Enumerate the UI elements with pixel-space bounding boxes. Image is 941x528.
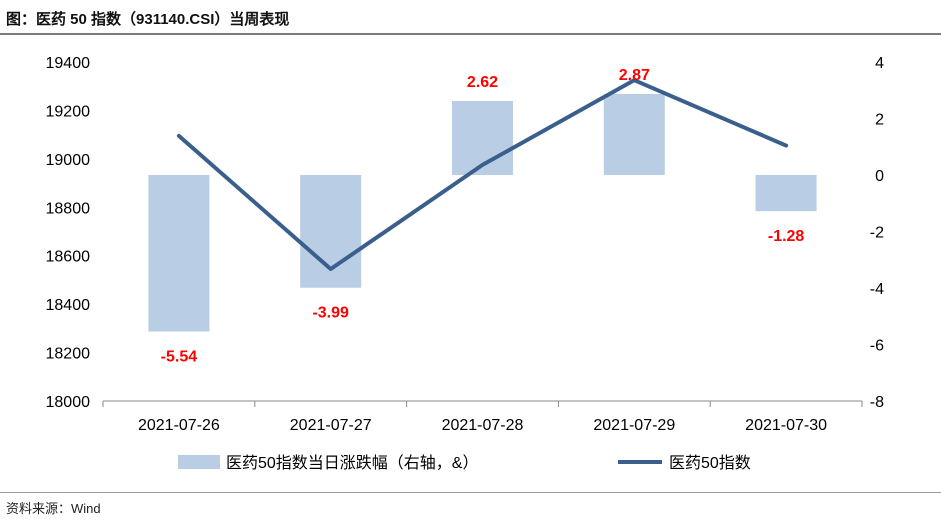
legend-label-line: 医药50指数	[669, 454, 751, 472]
bar	[603, 93, 665, 175]
x-tick-label: 2021-07-28	[442, 417, 524, 434]
data-label: -5.54	[161, 349, 198, 366]
left-tick-label: 18000	[46, 394, 91, 411]
right-tick-label: 4	[875, 55, 884, 72]
left-tick-label: 18200	[46, 346, 91, 363]
bottom-divider	[0, 492, 941, 493]
right-tick-label: 0	[875, 168, 884, 185]
x-tick-label: 2021-07-27	[290, 417, 372, 434]
left-tick-label: 18800	[46, 200, 91, 217]
legend-swatch-bar	[178, 455, 220, 469]
left-tick-label: 19000	[46, 152, 91, 169]
data-label: -3.99	[312, 305, 349, 322]
right-axis: -8 -6 -4 -2 0 2 4	[870, 55, 884, 411]
left-tick-label: 19400	[46, 55, 91, 72]
left-tick-label: 19200	[46, 103, 91, 120]
data-label: 2.87	[619, 67, 650, 84]
x-tick-label: 2021-07-26	[138, 417, 220, 434]
top-divider	[0, 33, 941, 35]
source-note: 资料来源：Wind	[6, 501, 101, 516]
x-axis-labels: 2021-07-26 2021-07-27 2021-07-28 2021-07-29…	[138, 417, 827, 434]
right-tick-label: -6	[870, 338, 884, 355]
bar	[148, 175, 210, 332]
line-series	[176, 78, 789, 272]
index-line	[176, 78, 789, 272]
right-tick-label: -4	[870, 281, 884, 298]
left-axis: 18000 18200 18400 18600 18800 19000 19200 19400	[46, 55, 91, 411]
bar-series	[148, 93, 817, 332]
data-label: -1.28	[768, 228, 805, 245]
x-axis	[102, 400, 863, 407]
bar	[755, 175, 817, 212]
x-tick-label: 2021-07-30	[745, 417, 827, 434]
left-tick-label: 18400	[46, 297, 91, 314]
left-tick-label: 18600	[46, 249, 91, 266]
right-tick-label: 2	[875, 112, 884, 129]
chart-title: 图：医药 50 指数（931140.CSI）当周表现	[6, 11, 290, 28]
legend: 医药50指数当日涨跌幅（右轴，&） 医药50指数	[178, 454, 751, 472]
data-label: 2.62	[467, 74, 498, 91]
right-tick-label: -2	[870, 225, 884, 242]
data-labels: -5.54 -3.99 2.62 2.87 -1.28	[161, 67, 805, 366]
right-tick-label: -8	[870, 394, 884, 411]
legend-label-bar: 医药50指数当日涨跌幅（右轴，&）	[226, 454, 478, 472]
x-tick-label: 2021-07-29	[593, 417, 675, 434]
